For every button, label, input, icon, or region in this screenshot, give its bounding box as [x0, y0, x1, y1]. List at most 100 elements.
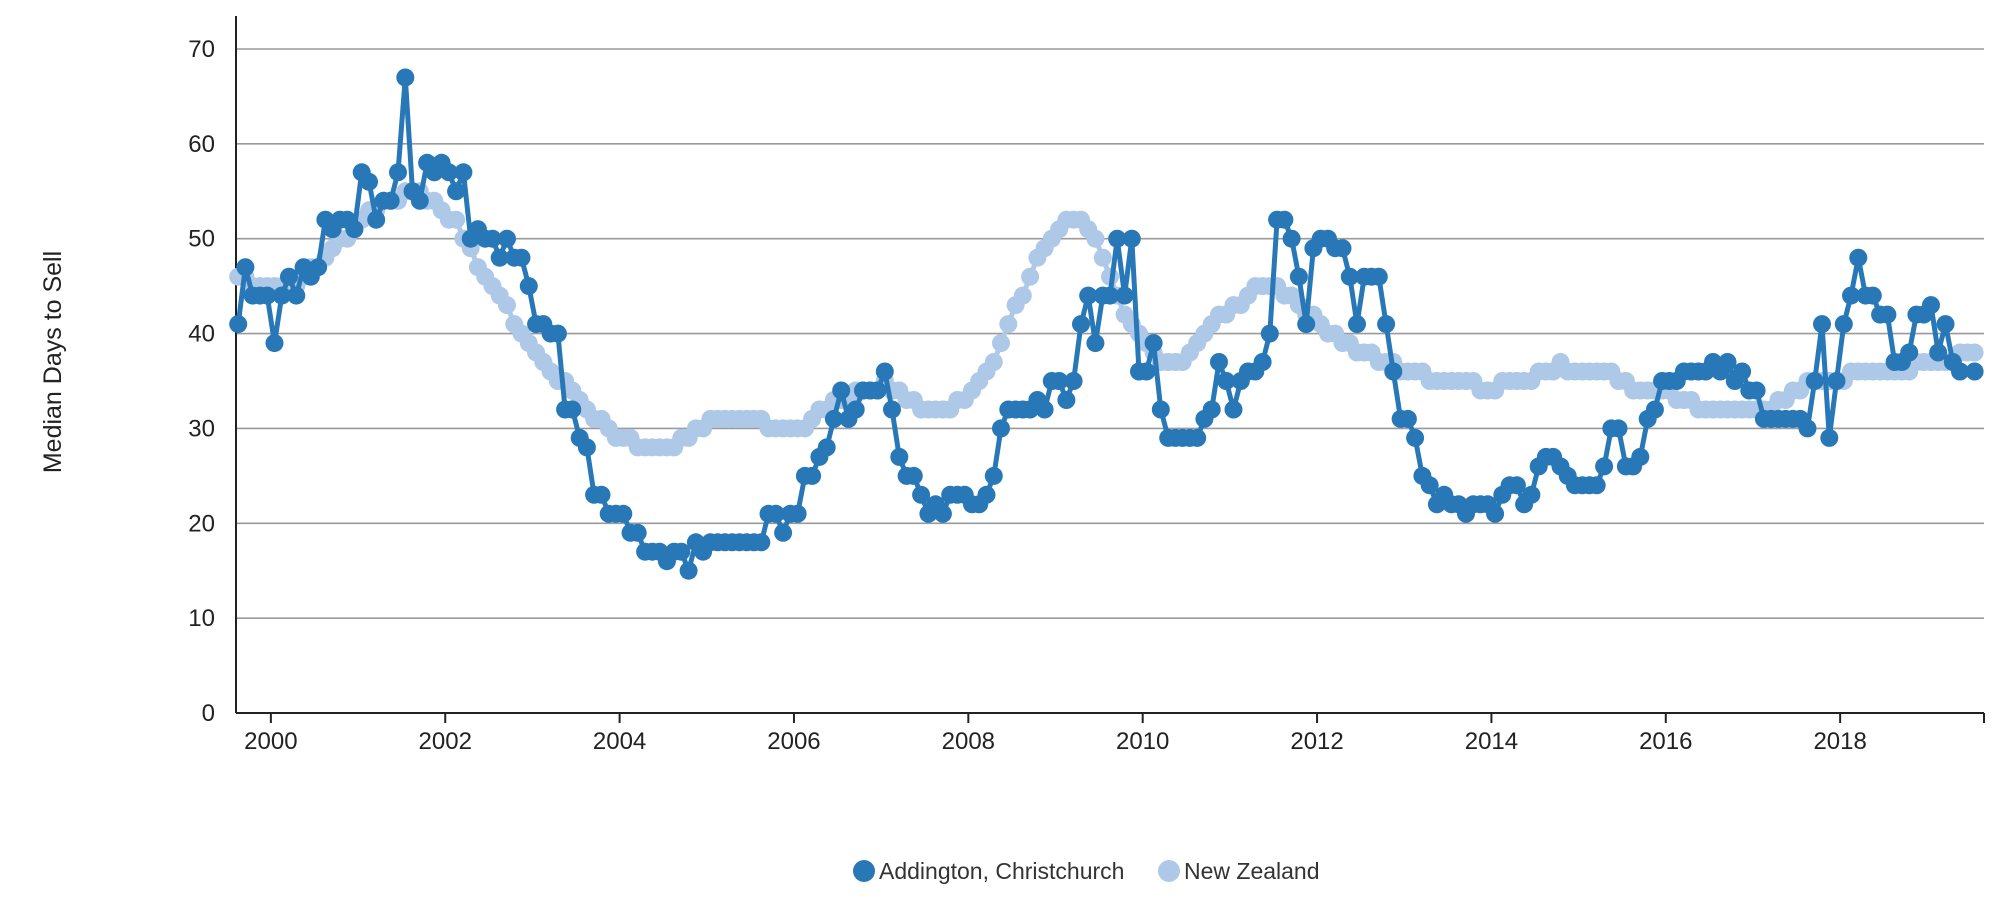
data-point-addington[interactable] [1050, 372, 1069, 390]
data-point-addington[interactable] [1900, 343, 1919, 362]
data-point-addington[interactable] [883, 400, 901, 419]
data-point-addington[interactable] [1348, 315, 1366, 334]
data-point-addington[interactable] [984, 466, 1003, 485]
data-point-addington[interactable] [1369, 267, 1388, 286]
data-point-addington[interactable] [1595, 457, 1614, 476]
data-point-new-zealand[interactable] [984, 353, 1003, 371]
data-point-addington[interactable] [1057, 391, 1076, 409]
data-point-addington[interactable] [1842, 286, 1860, 305]
data-point-addington[interactable] [360, 172, 378, 191]
data-point-addington[interactable] [563, 400, 582, 419]
data-point-new-zealand[interactable] [992, 334, 1010, 353]
data-point-addington[interactable] [824, 409, 843, 428]
data-point-addington[interactable] [345, 220, 364, 239]
data-point-addington[interactable] [1333, 239, 1352, 258]
data-point-addington[interactable] [890, 447, 909, 466]
data-point-addington[interactable] [265, 334, 284, 353]
data-point-addington[interactable] [1522, 485, 1541, 504]
legend-item-new-zealand[interactable]: New Zealand [1158, 858, 1320, 884]
data-point-addington[interactable] [236, 258, 255, 277]
data-point-addington[interactable] [1587, 476, 1606, 495]
data-point-addington[interactable] [1210, 353, 1228, 371]
data-point-new-zealand[interactable] [1086, 229, 1105, 248]
data-point-addington[interactable] [1718, 353, 1737, 371]
data-point-addington[interactable] [1805, 372, 1824, 390]
data-point-addington[interactable] [832, 381, 851, 400]
data-point-addington[interactable] [309, 258, 328, 277]
data-point-new-zealand[interactable] [1021, 267, 1040, 286]
data-point-addington[interactable] [752, 533, 771, 552]
data-point-addington[interactable] [1384, 362, 1403, 381]
data-point-addington[interactable] [1609, 419, 1628, 438]
data-point-addington[interactable] [498, 229, 516, 248]
data-point-addington[interactable] [1086, 334, 1105, 353]
data-point-addington[interactable] [912, 485, 931, 504]
data-point-addington[interactable] [1929, 343, 1948, 362]
data-point-addington[interactable] [512, 248, 531, 267]
data-point-addington[interactable] [766, 504, 785, 523]
data-point-addington[interactable] [1122, 229, 1141, 248]
data-point-addington[interactable] [1936, 315, 1955, 334]
data-point-new-zealand[interactable] [447, 210, 466, 229]
data-point-new-zealand[interactable] [498, 296, 516, 315]
data-point-addington[interactable] [1878, 305, 1897, 324]
data-point-addington[interactable] [1072, 315, 1090, 334]
data-point-addington[interactable] [1398, 409, 1417, 428]
data-point-addington[interactable] [1863, 286, 1882, 305]
data-point-addington[interactable] [1486, 504, 1505, 523]
data-point-addington[interactable] [614, 504, 633, 523]
data-point-addington[interactable] [868, 381, 887, 400]
data-point-addington[interactable] [389, 163, 407, 182]
data-point-addington[interactable] [367, 210, 386, 229]
data-point-addington[interactable] [1922, 296, 1940, 315]
data-point-new-zealand[interactable] [999, 315, 1018, 334]
data-point-addington[interactable] [875, 362, 894, 381]
data-point-addington[interactable] [1377, 315, 1396, 334]
data-point-addington[interactable] [1188, 428, 1207, 447]
data-point-addington[interactable] [280, 267, 298, 286]
data-point-addington[interactable] [229, 315, 248, 334]
data-point-addington[interactable] [1747, 381, 1766, 400]
data-point-addington[interactable] [1645, 400, 1664, 419]
data-point-addington[interactable] [788, 504, 807, 523]
data-point-addington[interactable] [454, 163, 473, 182]
legend-item-addington[interactable]: Addington, Christchurch [853, 858, 1124, 884]
data-point-addington[interactable] [577, 438, 596, 457]
data-point-addington[interactable] [490, 248, 509, 267]
data-point-addington[interactable] [1275, 210, 1294, 229]
data-point-new-zealand[interactable] [1965, 343, 1984, 362]
data-point-addington[interactable] [1224, 400, 1243, 419]
data-point-addington[interactable] [1035, 400, 1054, 419]
data-point-addington[interactable] [381, 191, 400, 210]
data-point-addington[interactable] [1820, 428, 1839, 447]
data-point-addington[interactable] [628, 523, 647, 542]
data-point-addington[interactable] [679, 561, 698, 580]
data-point-addington[interactable] [672, 542, 691, 561]
data-point-addington[interactable] [904, 466, 923, 485]
data-point-addington[interactable] [1834, 315, 1853, 334]
data-point-addington[interactable] [272, 286, 291, 305]
data-point-addington[interactable] [1297, 315, 1316, 334]
data-point-addington[interactable] [1101, 286, 1119, 305]
data-point-addington[interactable] [1733, 362, 1752, 381]
data-point-addington[interactable] [1849, 248, 1868, 267]
data-point-addington[interactable] [1289, 267, 1308, 286]
data-point-addington[interactable] [1202, 400, 1221, 419]
data-point-new-zealand[interactable] [1013, 286, 1032, 305]
data-point-addington[interactable] [977, 485, 996, 504]
data-point-new-zealand[interactable] [1093, 248, 1112, 267]
data-point-addington[interactable] [992, 419, 1010, 438]
data-point-addington[interactable] [1108, 229, 1127, 248]
data-point-addington[interactable] [1420, 476, 1439, 495]
data-point-addington[interactable] [774, 523, 793, 542]
data-point-addington[interactable] [396, 68, 415, 87]
data-point-addington[interactable] [1282, 229, 1301, 248]
data-point-addington[interactable] [933, 504, 952, 523]
data-point-addington[interactable] [1064, 372, 1083, 390]
data-point-addington[interactable] [1151, 400, 1170, 419]
data-point-addington[interactable] [1827, 372, 1846, 390]
data-point-addington[interactable] [1115, 286, 1134, 305]
data-point-addington[interactable] [439, 163, 458, 182]
data-point-addington[interactable] [1951, 362, 1969, 381]
data-point-addington[interactable] [817, 438, 836, 457]
